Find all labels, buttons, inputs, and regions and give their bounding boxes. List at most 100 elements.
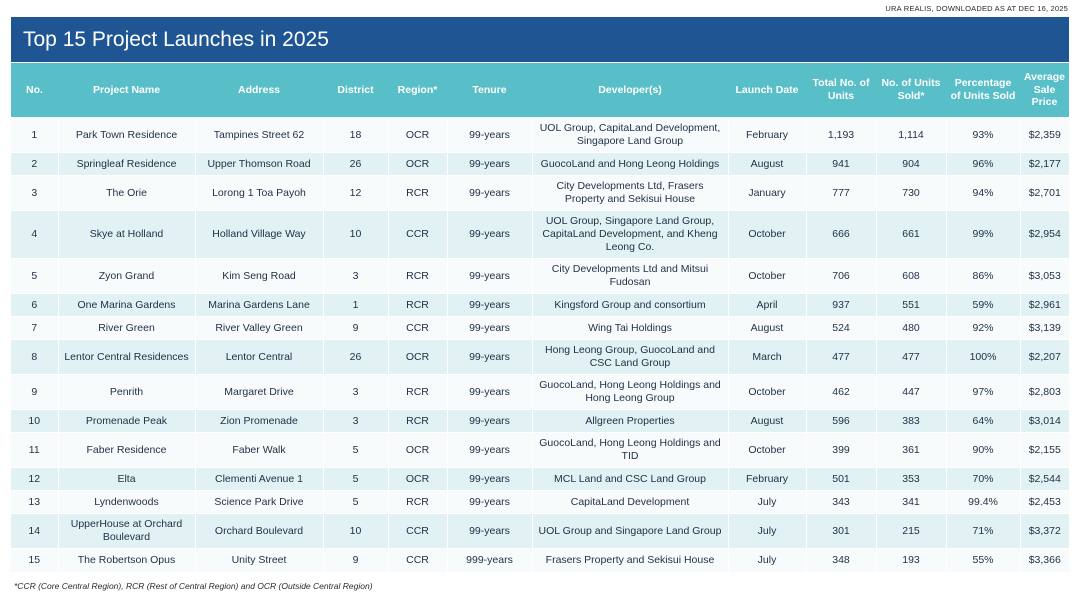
cell-total-units: 501 xyxy=(805,467,876,491)
col-header-units-sold: No. of Units Sold* xyxy=(876,63,946,118)
cell-tenure: 99-years xyxy=(446,490,532,514)
cell-developer: Wing Tai Holdings xyxy=(531,316,728,340)
cell-developer: Frasers Property and Sekisui House xyxy=(531,548,728,572)
cell-region: OCR xyxy=(387,467,447,491)
cell-region: RCR xyxy=(387,409,447,433)
cell-no: 14 xyxy=(11,513,58,549)
table-row: 3 The Orie Lorong 1 Toa Payoh 12 RCR 99-… xyxy=(11,175,1069,211)
table-row: 12 Elta Clementi Avenue 1 5 OCR 99-years… xyxy=(11,467,1069,491)
cell-tenure: 99-years xyxy=(446,210,532,259)
cell-address: Clementi Avenue 1 xyxy=(194,467,323,491)
table-row: 1 Park Town Residence Tampines Street 62… xyxy=(11,117,1069,153)
cell-average-price: $3,366 xyxy=(1019,548,1069,572)
cell-district: 26 xyxy=(322,152,388,176)
header-row: No. Project Name Address District Region… xyxy=(11,63,1069,118)
cell-district: 5 xyxy=(322,490,388,514)
cell-region: CCR xyxy=(387,548,447,572)
cell-percentage-sold: 100% xyxy=(945,339,1020,375)
cell-region: CCR xyxy=(387,210,447,259)
cell-no: 7 xyxy=(11,316,58,340)
cell-launch-date: February xyxy=(727,467,806,491)
cell-developer: Allgreen Properties xyxy=(531,409,728,433)
cell-launch-date: August xyxy=(727,409,806,433)
cell-district: 18 xyxy=(322,117,388,153)
cell-total-units: 301 xyxy=(805,513,876,549)
page-title: Top 15 Project Launches in 2025 xyxy=(11,17,1069,62)
cell-region: CCR xyxy=(387,316,447,340)
cell-launch-date: August xyxy=(727,316,806,340)
cell-average-price: $2,803 xyxy=(1019,374,1069,410)
cell-total-units: 596 xyxy=(805,409,876,433)
cell-total-units: 706 xyxy=(805,258,876,294)
cell-no: 15 xyxy=(11,548,58,572)
cell-developer: City Developments Ltd and Mitsui Fudosan xyxy=(531,258,728,294)
col-header-percentage-sold: Percentage of Units Sold xyxy=(946,63,1020,118)
cell-region: RCR xyxy=(387,175,447,211)
cell-tenure: 99-years xyxy=(446,467,532,491)
cell-address: Tampines Street 62 xyxy=(194,117,323,153)
cell-units-sold: 383 xyxy=(875,409,946,433)
cell-total-units: 524 xyxy=(805,316,876,340)
cell-total-units: 477 xyxy=(805,339,876,375)
cell-region: OCR xyxy=(387,432,447,468)
col-header-address: Address xyxy=(195,63,323,118)
cell-launch-date: July xyxy=(727,513,806,549)
cell-no: 1 xyxy=(11,117,58,153)
cell-developer: MCL Land and CSC Land Group xyxy=(531,467,728,491)
cell-no: 2 xyxy=(11,152,58,176)
table-row: 11 Faber Residence Faber Walk 5 OCR 99-y… xyxy=(11,432,1069,468)
cell-address: Science Park Drive xyxy=(194,490,323,514)
cell-no: 9 xyxy=(11,374,58,410)
cell-developer: GuocoLand and Hong Leong Holdings xyxy=(531,152,728,176)
cell-developer: Hong Leong Group, GuocoLand and CSC Land… xyxy=(531,339,728,375)
cell-no: 13 xyxy=(11,490,58,514)
cell-district: 1 xyxy=(322,293,388,317)
cell-region: CCR xyxy=(387,513,447,549)
cell-project-name: River Green xyxy=(57,316,195,340)
cell-region: RCR xyxy=(387,490,447,514)
col-header-launch-date: Launch Date xyxy=(728,63,806,118)
cell-district: 5 xyxy=(322,432,388,468)
cell-percentage-sold: 86% xyxy=(945,258,1020,294)
cell-average-price: $3,053 xyxy=(1019,258,1069,294)
cell-percentage-sold: 92% xyxy=(945,316,1020,340)
cell-launch-date: October xyxy=(727,374,806,410)
cell-tenure: 99-years xyxy=(446,175,532,211)
cell-district: 3 xyxy=(322,258,388,294)
cell-units-sold: 904 xyxy=(875,152,946,176)
cell-percentage-sold: 94% xyxy=(945,175,1020,211)
cell-address: Faber Walk xyxy=(194,432,323,468)
cell-average-price: $3,372 xyxy=(1019,513,1069,549)
cell-region: RCR xyxy=(387,374,447,410)
cell-project-name: One Marina Gardens xyxy=(57,293,195,317)
col-header-developer: Developer(s) xyxy=(532,63,728,118)
cell-project-name: The Orie xyxy=(57,175,195,211)
cell-total-units: 343 xyxy=(805,490,876,514)
table-row: 2 Springleaf Residence Upper Thomson Roa… xyxy=(11,152,1069,176)
cell-total-units: 399 xyxy=(805,432,876,468)
cell-no: 12 xyxy=(11,467,58,491)
table-row: 5 Zyon Grand Kim Seng Road 3 RCR 99-year… xyxy=(11,258,1069,294)
cell-address: Zion Promenade xyxy=(194,409,323,433)
cell-district: 3 xyxy=(322,409,388,433)
cell-tenure: 99-years xyxy=(446,293,532,317)
cell-address: Lorong 1 Toa Payoh xyxy=(194,175,323,211)
cell-percentage-sold: 71% xyxy=(945,513,1020,549)
cell-address: Unity Street xyxy=(194,548,323,572)
cell-total-units: 937 xyxy=(805,293,876,317)
cell-region: OCR xyxy=(387,117,447,153)
cell-tenure: 99-years xyxy=(446,316,532,340)
cell-units-sold: 730 xyxy=(875,175,946,211)
cell-address: Kim Seng Road xyxy=(194,258,323,294)
cell-percentage-sold: 93% xyxy=(945,117,1020,153)
cell-developer: City Developments Ltd, Frasers Property … xyxy=(531,175,728,211)
cell-average-price: $3,014 xyxy=(1019,409,1069,433)
cell-project-name: Zyon Grand xyxy=(57,258,195,294)
cell-developer: UOL Group, Singapore Land Group, CapitaL… xyxy=(531,210,728,259)
table-row: 10 Promenade Peak Zion Promenade 3 RCR 9… xyxy=(11,409,1069,433)
cell-total-units: 1,193 xyxy=(805,117,876,153)
cell-average-price: $2,155 xyxy=(1019,432,1069,468)
cell-launch-date: August xyxy=(727,152,806,176)
cell-region: RCR xyxy=(387,258,447,294)
footnote: *CCR (Core Central Region), RCR (Rest of… xyxy=(14,581,373,591)
